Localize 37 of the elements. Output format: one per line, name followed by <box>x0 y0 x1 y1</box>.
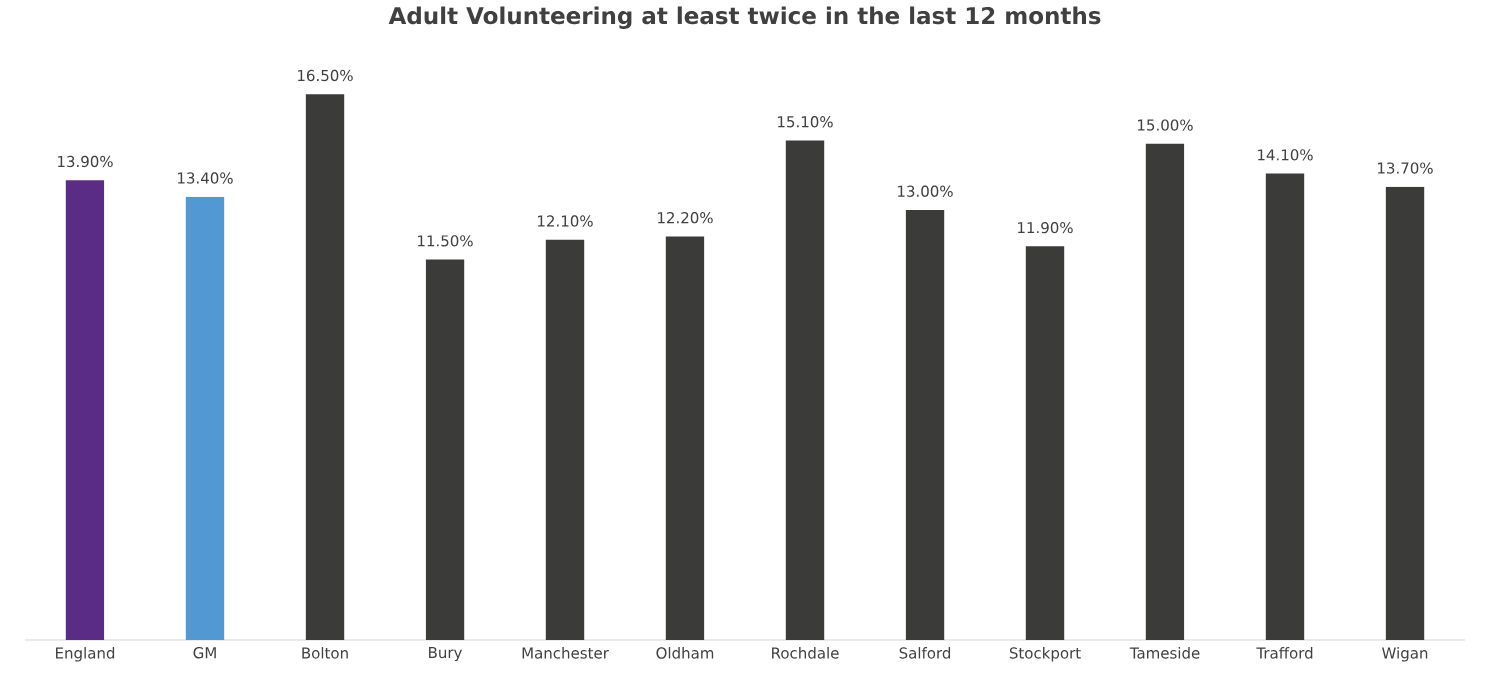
data-label: 16.50% <box>298 69 353 82</box>
data-label: 11.50% <box>418 235 473 247</box>
x-tick-label: Trafford <box>1256 647 1313 659</box>
bar <box>425 259 465 640</box>
x-tick-label: Tameside <box>1129 647 1200 659</box>
data-label: 13.70% <box>1378 162 1433 174</box>
x-tick-label: Wigan <box>1382 647 1428 662</box>
chart-title: Adult Volunteering at least twice in the last 12 months <box>388 6 1101 29</box>
bar <box>785 140 825 640</box>
x-tick-label: Bolton <box>302 647 348 659</box>
data-label: 14.10% <box>1258 149 1313 161</box>
bar <box>1265 173 1305 640</box>
x-tick-label: England <box>56 647 115 662</box>
data-label: 15.10% <box>778 116 833 128</box>
x-tick-label: GM <box>193 647 216 659</box>
data-label: 15.00% <box>1138 119 1193 131</box>
bar <box>1145 143 1185 640</box>
x-tick-label: Salford <box>899 647 951 659</box>
x-tick-label: Manchester <box>522 647 609 659</box>
x-tick-label: Stockport <box>1009 647 1081 662</box>
bar <box>545 239 585 640</box>
data-label: 11.90% <box>1018 221 1073 234</box>
data-label: 12.20% <box>658 212 713 224</box>
data-label: 13.90% <box>58 155 113 168</box>
x-tick-label: Bury <box>429 647 462 662</box>
x-tick-label: Oldham <box>656 647 714 659</box>
bar <box>305 94 345 640</box>
data-label: 13.00% <box>898 185 953 197</box>
bar <box>665 236 705 640</box>
data-label: 12.10% <box>538 215 593 227</box>
bar <box>905 209 945 640</box>
x-tick-label: Rochdale <box>772 647 839 659</box>
bar <box>65 180 105 640</box>
bar <box>1385 186 1425 640</box>
bar <box>1025 246 1065 640</box>
data-label: 13.40% <box>178 172 233 184</box>
bar <box>185 196 225 640</box>
